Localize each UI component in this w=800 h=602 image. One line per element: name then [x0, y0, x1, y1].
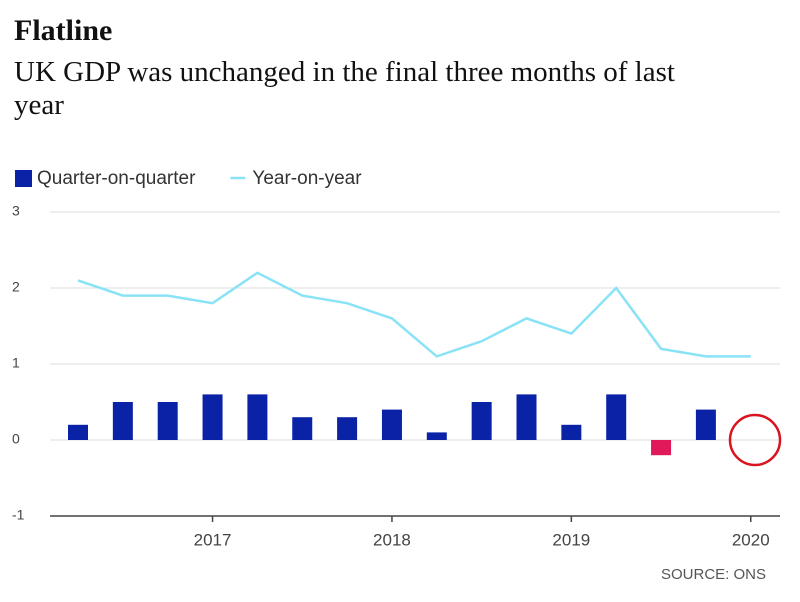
bar — [202, 394, 223, 440]
legend-swatch — [15, 170, 32, 187]
bar — [695, 409, 716, 440]
y-tick-label: 1 — [12, 355, 20, 371]
y-tick-label: 2 — [12, 279, 20, 295]
highlight-circle — [728, 413, 782, 467]
y-tick-label: 3 — [12, 203, 20, 219]
bar — [381, 409, 402, 440]
legend-label: Year-on-year — [252, 168, 362, 189]
bar — [471, 402, 492, 440]
y-tick-label: 0 — [12, 431, 20, 447]
bar — [292, 417, 313, 440]
bar — [561, 424, 582, 440]
bar — [337, 417, 358, 440]
bar — [112, 402, 133, 440]
x-tick-label: 2020 — [732, 530, 770, 549]
subtitle-box: UK GDP was unchanged in the final three … — [14, 56, 675, 121]
bar — [516, 394, 537, 440]
bar — [247, 394, 268, 440]
x-tick-label: 2018 — [373, 530, 411, 549]
y-tick-label: -1 — [12, 507, 25, 523]
bar — [426, 432, 447, 440]
line — [77, 271, 751, 358]
chart-subtitle: UK GDP was unchanged in the final three … — [14, 56, 675, 121]
bar — [157, 402, 178, 440]
bar — [68, 424, 88, 440]
bar — [651, 440, 672, 456]
legend-label: Quarter-on-quarter — [37, 168, 196, 189]
x-tick-label: 2017 — [194, 530, 232, 549]
bar — [606, 394, 627, 440]
x-tick-label: 2019 — [552, 530, 590, 549]
source: SOURCE: ONS — [661, 566, 766, 583]
chart-title: Flatline — [14, 14, 112, 47]
